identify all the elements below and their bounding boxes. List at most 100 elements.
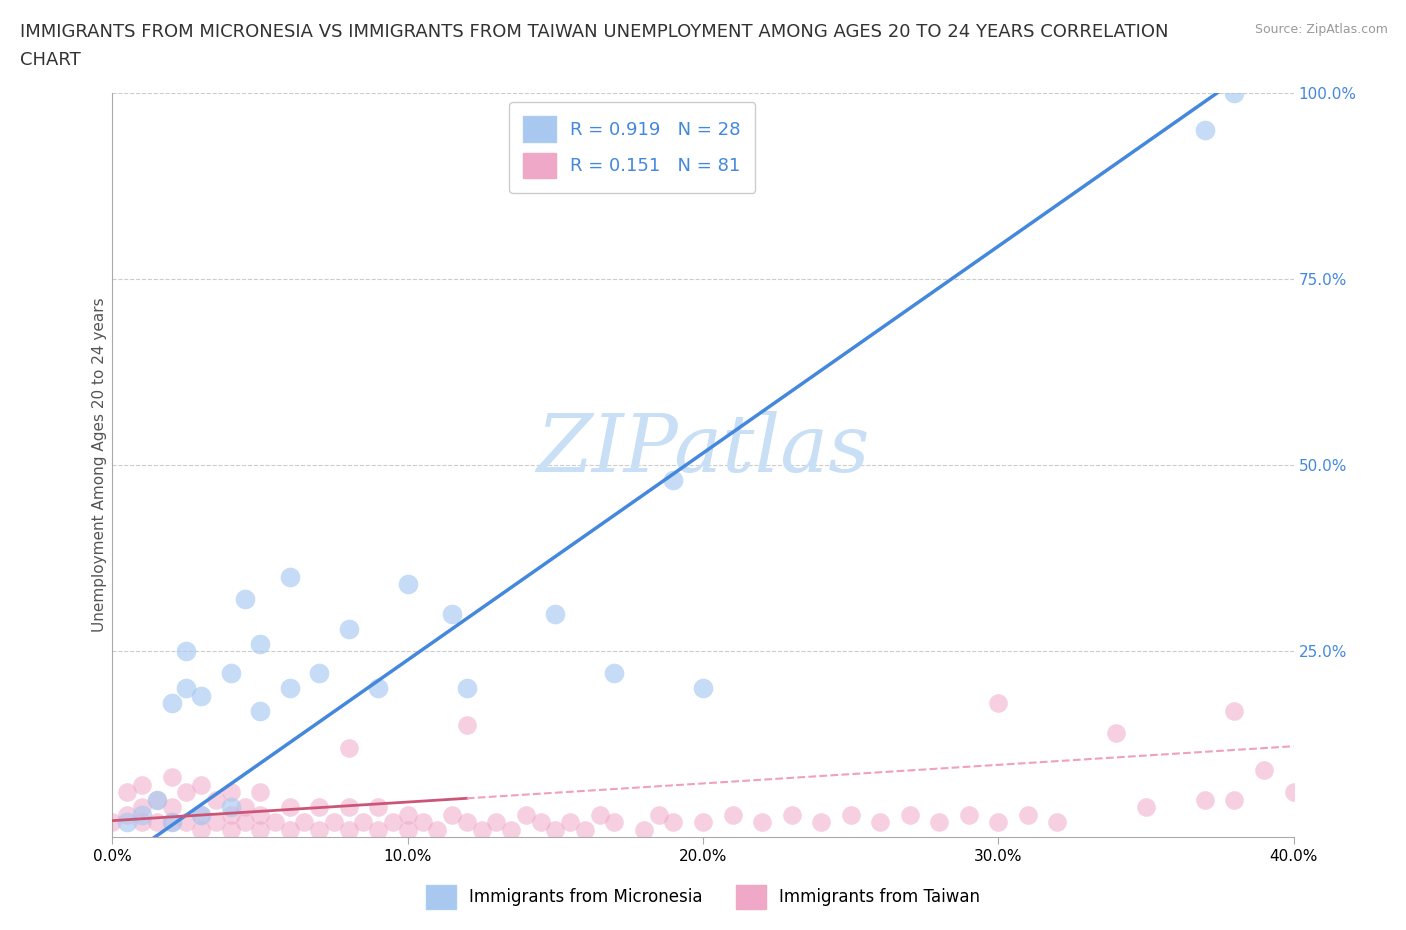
Point bbox=[574, 822, 596, 837]
Point bbox=[337, 822, 360, 837]
Point bbox=[1017, 807, 1039, 822]
Point bbox=[308, 800, 330, 815]
Point bbox=[1223, 86, 1246, 100]
Point bbox=[987, 696, 1010, 711]
Point bbox=[278, 800, 301, 815]
Point bbox=[751, 815, 773, 830]
Legend: R = 0.919   N = 28, R = 0.151   N = 81: R = 0.919 N = 28, R = 0.151 N = 81 bbox=[509, 102, 755, 193]
Point bbox=[174, 815, 197, 830]
Point bbox=[780, 807, 803, 822]
Point bbox=[160, 815, 183, 830]
Point bbox=[352, 815, 374, 830]
Point bbox=[456, 815, 478, 830]
Point bbox=[957, 807, 980, 822]
Point bbox=[160, 800, 183, 815]
Point bbox=[190, 807, 212, 822]
Point bbox=[146, 792, 169, 807]
Point bbox=[396, 807, 419, 822]
Point bbox=[633, 822, 655, 837]
Point bbox=[1253, 763, 1275, 777]
Point bbox=[647, 807, 671, 822]
Point bbox=[219, 807, 242, 822]
Point bbox=[190, 688, 212, 703]
Point bbox=[411, 815, 433, 830]
Point bbox=[308, 666, 330, 681]
Text: IMMIGRANTS FROM MICRONESIA VS IMMIGRANTS FROM TAIWAN UNEMPLOYMENT AMONG AGES 20 : IMMIGRANTS FROM MICRONESIA VS IMMIGRANTS… bbox=[20, 23, 1168, 41]
Point bbox=[146, 792, 169, 807]
Point bbox=[308, 822, 330, 837]
Point bbox=[117, 815, 138, 830]
Point bbox=[529, 815, 551, 830]
Point bbox=[292, 815, 315, 830]
Point bbox=[278, 569, 301, 584]
Point bbox=[456, 718, 478, 733]
Point bbox=[160, 770, 183, 785]
Point bbox=[233, 800, 256, 815]
Point bbox=[233, 815, 256, 830]
Point bbox=[249, 822, 271, 837]
Point bbox=[588, 807, 610, 822]
Point bbox=[441, 807, 464, 822]
Point bbox=[174, 644, 197, 658]
Point bbox=[131, 815, 153, 830]
Point bbox=[928, 815, 950, 830]
Point bbox=[839, 807, 862, 822]
Point bbox=[501, 822, 523, 837]
Point bbox=[1282, 785, 1305, 800]
Point bbox=[558, 815, 582, 830]
Point bbox=[190, 822, 212, 837]
Point bbox=[146, 815, 169, 830]
Point bbox=[987, 815, 1010, 830]
Point bbox=[249, 703, 271, 718]
Point bbox=[485, 815, 508, 830]
Point bbox=[603, 815, 626, 830]
Point bbox=[810, 815, 832, 830]
Point bbox=[544, 606, 567, 621]
Point bbox=[869, 815, 891, 830]
Point bbox=[131, 777, 153, 792]
Point bbox=[367, 681, 389, 696]
Point bbox=[1223, 703, 1246, 718]
Point bbox=[233, 591, 256, 606]
Legend: Immigrants from Micronesia, Immigrants from Taiwan: Immigrants from Micronesia, Immigrants f… bbox=[418, 877, 988, 917]
Point bbox=[337, 621, 360, 636]
Point bbox=[1194, 792, 1216, 807]
Point bbox=[396, 577, 419, 591]
Text: Source: ZipAtlas.com: Source: ZipAtlas.com bbox=[1254, 23, 1388, 36]
Point bbox=[278, 681, 301, 696]
Point bbox=[117, 785, 138, 800]
Point bbox=[174, 785, 197, 800]
Point bbox=[219, 800, 242, 815]
Point bbox=[1135, 800, 1157, 815]
Point bbox=[367, 800, 389, 815]
Text: ZIPatlas: ZIPatlas bbox=[536, 411, 870, 489]
Point bbox=[337, 800, 360, 815]
Point bbox=[205, 815, 228, 830]
Point bbox=[249, 636, 271, 651]
Point bbox=[367, 822, 389, 837]
Point bbox=[603, 666, 626, 681]
Point bbox=[456, 681, 478, 696]
Point bbox=[117, 807, 138, 822]
Point bbox=[441, 606, 464, 621]
Point bbox=[1194, 123, 1216, 138]
Point bbox=[219, 785, 242, 800]
Point bbox=[323, 815, 346, 830]
Point bbox=[190, 777, 212, 792]
Point bbox=[337, 740, 360, 755]
Point bbox=[219, 822, 242, 837]
Point bbox=[190, 807, 212, 822]
Point bbox=[101, 815, 124, 830]
Point bbox=[426, 822, 449, 837]
Point bbox=[898, 807, 921, 822]
Point bbox=[662, 472, 685, 487]
Point bbox=[396, 822, 419, 837]
Text: CHART: CHART bbox=[20, 51, 80, 69]
Point bbox=[160, 815, 183, 830]
Point bbox=[131, 800, 153, 815]
Point bbox=[205, 792, 228, 807]
Point bbox=[470, 822, 494, 837]
Point bbox=[174, 681, 197, 696]
Point bbox=[1105, 725, 1128, 740]
Point bbox=[382, 815, 405, 830]
